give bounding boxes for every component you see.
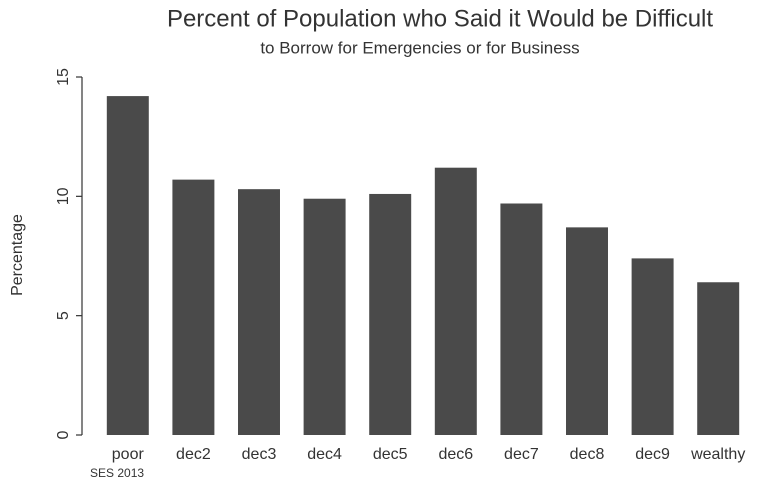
bar (172, 179, 215, 435)
x-tick-label: dec3 (242, 446, 277, 463)
note: SES 2013 (90, 466, 144, 480)
x-tick-label: dec9 (635, 446, 670, 463)
chart-title: Percent of Population who Said it Would … (167, 5, 713, 32)
chart-subtitle: to Borrow for Emergencies or for Busines… (260, 38, 579, 57)
y-tick-label: 0 (55, 430, 72, 439)
bar (434, 167, 477, 435)
x-tick-label: poor (112, 446, 145, 463)
bar (697, 282, 740, 435)
bar (566, 227, 608, 435)
x-tick-label: dec6 (438, 446, 473, 463)
x-tick-label: dec4 (307, 446, 342, 463)
x-tick-label: dec8 (570, 446, 605, 463)
x-tick-label: dec2 (176, 446, 211, 463)
bar (631, 258, 674, 435)
bar (369, 193, 412, 435)
y-tick-label: 15 (55, 68, 72, 86)
y-tick-label: 10 (55, 187, 72, 205)
bar (106, 96, 149, 436)
bar (500, 203, 543, 435)
y-tick-label: 5 (55, 311, 72, 320)
y-axis-label: Percentage (9, 214, 26, 296)
x-tick-label: dec5 (373, 446, 408, 463)
x-tick-label: wealthy (690, 446, 745, 463)
bar (238, 189, 280, 435)
bar (303, 198, 346, 435)
x-tick-label: dec7 (504, 446, 539, 463)
